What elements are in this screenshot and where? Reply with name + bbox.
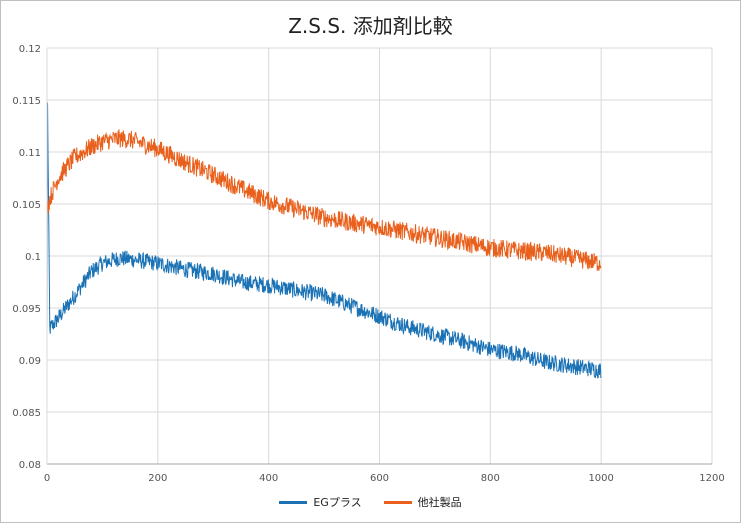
y-tick-label: 0.08: [19, 460, 41, 471]
y-tick-label: 0.12: [19, 44, 41, 55]
legend-item: 他社製品: [383, 494, 462, 510]
chart-title: Z.S.S. 添加剤比較: [288, 14, 453, 38]
legend-label: 他社製品: [417, 496, 462, 509]
y-tick-label: 0.085: [12, 408, 41, 419]
series-lines: [46, 102, 602, 379]
legend-item: EGプラス: [279, 494, 362, 510]
y-axis-ticks: 0.08 0.085 0.09 0.095 0.1 0.105 0.11 0.115 0.12: [12, 44, 41, 471]
x-axis-ticks: 0 200 400 600 800 1000 1200: [44, 473, 725, 484]
y-tick-label: 0.11: [19, 148, 41, 159]
x-tick-label: 1200: [699, 473, 724, 484]
y-tick-label: 0.095: [12, 304, 41, 315]
x-tick-label: 800: [481, 473, 500, 484]
x-tick-label: 0: [44, 473, 50, 484]
x-tick-label: 1000: [588, 473, 613, 484]
x-tick-label: 600: [370, 473, 389, 484]
x-tick-label: 400: [259, 473, 278, 484]
y-tick-label: 0.105: [12, 200, 41, 211]
legend: EGプラス 他社製品: [0, 494, 741, 510]
legend-label: EGプラス: [313, 496, 362, 509]
y-tick-label: 0.1: [25, 252, 41, 263]
legend-swatch: [279, 500, 308, 504]
series-line-1: [46, 102, 602, 379]
series-line-2: [46, 129, 602, 271]
x-tick-label: 200: [148, 473, 167, 484]
legend-swatch: [383, 500, 412, 504]
y-tick-label: 0.115: [12, 96, 41, 107]
y-tick-label: 0.09: [19, 356, 41, 367]
